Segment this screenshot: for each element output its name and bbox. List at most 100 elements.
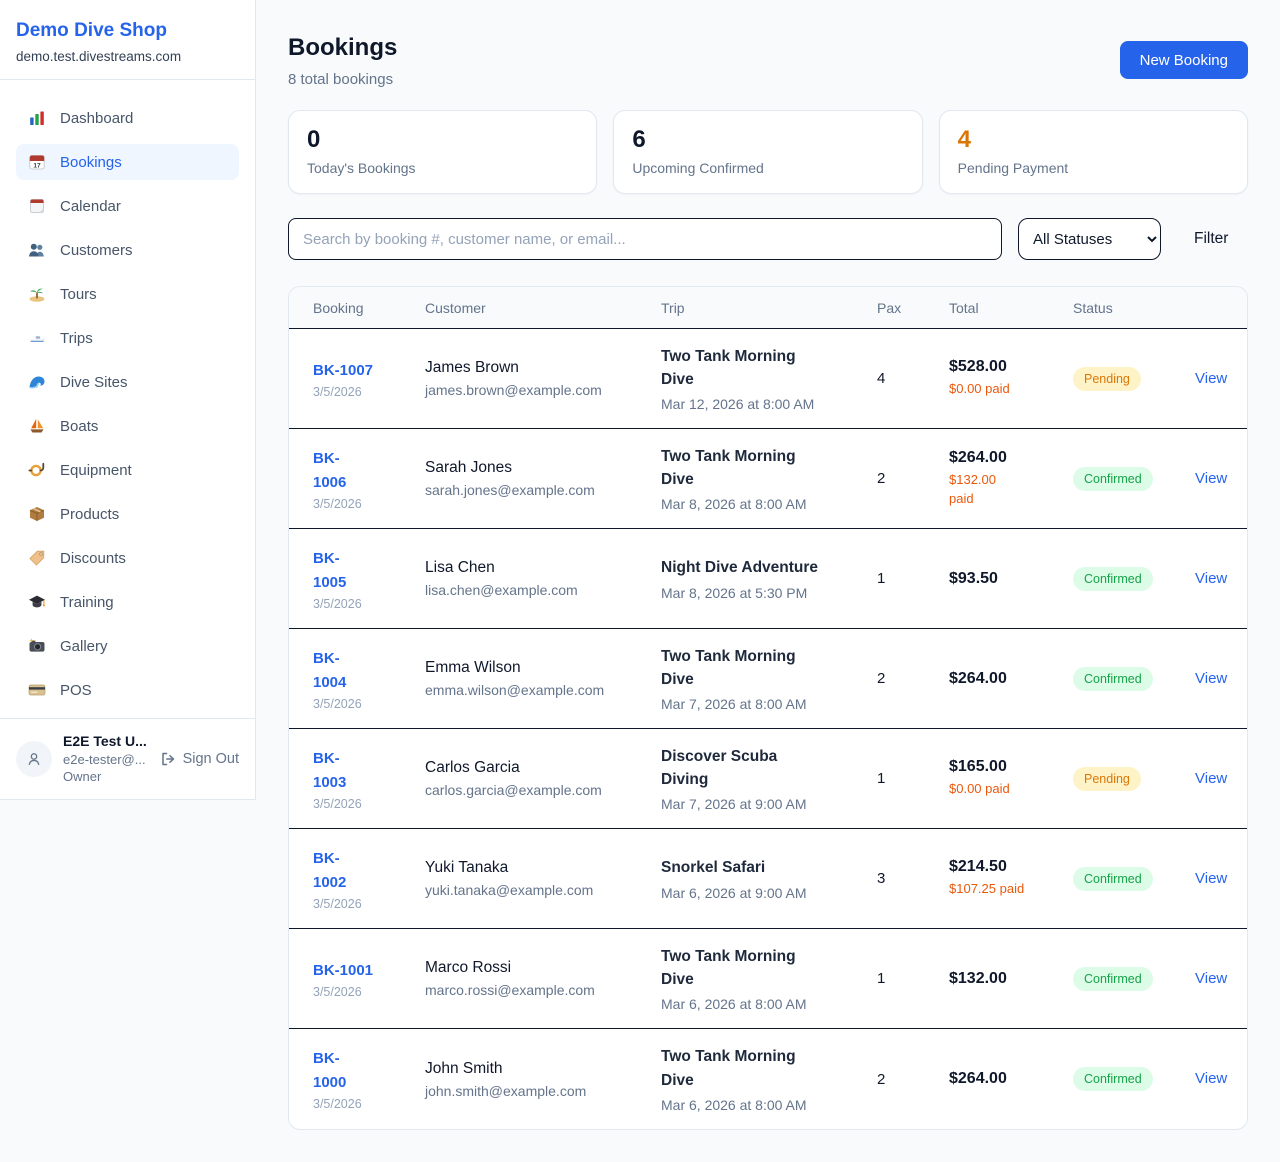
view-link[interactable]: View [1195, 369, 1228, 387]
search-input[interactable] [288, 218, 1002, 260]
booking-date: 3/5/2026 [313, 496, 362, 511]
sign-out-button[interactable]: Sign Out [159, 750, 239, 768]
calendar-icon [28, 197, 46, 215]
view-link[interactable]: View [1195, 1070, 1228, 1087]
column-header: Booking [313, 299, 364, 316]
view-cell: View [1195, 870, 1231, 888]
view-link[interactable]: View [1195, 969, 1228, 987]
sidebar-item-pos[interactable]: POS [16, 672, 239, 708]
trip-datetime: Mar 8, 2026 at 8:00 AM [661, 496, 807, 513]
svg-text:17: 17 [33, 163, 41, 170]
trip-datetime: Mar 6, 2026 at 8:00 AM [661, 1096, 807, 1113]
sidebar-item-boats[interactable]: Boats [16, 408, 239, 444]
sidebar-item-label: Equipment [60, 461, 132, 479]
user-email: e2e-tester@... [63, 751, 146, 767]
page-subtitle: 8 total bookings [288, 71, 394, 88]
booking-cell: BK- 1006 3/5/2026 [313, 447, 425, 511]
status-cell: Pending [1073, 366, 1195, 391]
total-amount: $132.00 [949, 969, 1007, 987]
trip-cell: Snorkel Safari Mar 6, 2026 at 9:00 AM [661, 856, 877, 900]
status-cell: Confirmed [1073, 966, 1195, 991]
pax-value: 2 [877, 670, 886, 687]
bookings-table: Booking Customer Trip Pax Total Status BK-100… [288, 286, 1248, 1130]
view-link[interactable]: View [1195, 569, 1228, 587]
sidebar-item-customers[interactable]: Customers [16, 232, 239, 268]
sidebar-item-gallery[interactable]: Gallery [16, 628, 239, 664]
total-cell: $264.00 [949, 670, 1073, 688]
user-box: E2E Test U... e2e-tester@... Owner Sign … [0, 718, 255, 799]
sidebar-item-dive-sites[interactable]: Dive Sites [16, 364, 239, 400]
sign-out-icon [159, 750, 177, 768]
trip-datetime: Mar 8, 2026 at 5:30 PM [661, 584, 808, 601]
column-header: Total [949, 299, 979, 316]
stat-value: 0 [307, 126, 321, 153]
trip-cell: Discover Scuba Diving Mar 7, 2026 at 9:00… [661, 745, 877, 813]
sidebar-item-label: POS [60, 681, 92, 699]
customer-name: Sarah Jones [425, 459, 513, 476]
main-content: Bookings 8 total bookings New Booking 0 T… [256, 0, 1280, 1130]
customer-cell: James Brown james.brown@example.com [425, 359, 661, 398]
view-link[interactable]: View [1195, 469, 1228, 487]
view-link[interactable]: View [1195, 669, 1228, 687]
booking-link[interactable]: BK- 1006 [313, 449, 347, 491]
status-badge: Confirmed [1073, 866, 1153, 891]
user-meta: E2E Test U... e2e-tester@... Owner [63, 732, 147, 786]
status-cell: Confirmed [1073, 566, 1195, 591]
avatar [16, 741, 52, 777]
column-header: Pax [877, 299, 902, 316]
trip-cell: Two Tank Morning Dive Mar 6, 2026 at 8:00… [661, 1045, 877, 1113]
pax-value: 3 [877, 870, 886, 887]
view-link[interactable]: View [1195, 869, 1228, 887]
booking-cell: BK-1007 3/5/2026 [313, 359, 425, 399]
sidebar-item-trips[interactable]: Trips [16, 320, 239, 356]
sidebar-item-products[interactable]: Products [16, 496, 239, 532]
view-cell: View [1195, 770, 1231, 788]
view-cell: View [1195, 1070, 1231, 1088]
user-name: E2E Test U... [63, 733, 147, 750]
sidebar-item-label: Gallery [60, 637, 108, 655]
shop-name: Demo Dive Shop [16, 20, 167, 41]
sidebar-item-discounts[interactable]: Discounts [16, 540, 239, 576]
pax-value: 2 [877, 1070, 886, 1088]
customer-email: carlos.garcia@example.com [425, 782, 602, 798]
camera-icon [28, 637, 46, 655]
sidebar-item-tours[interactable]: Tours [16, 276, 239, 312]
booking-link[interactable]: BK- 1003 [313, 749, 347, 791]
view-cell: View [1195, 970, 1231, 988]
total-cell: $528.00 $0.00 paid [949, 358, 1073, 399]
customer-cell: Carlos Garcia carlos.garcia@example.com [425, 759, 661, 798]
stat-value: 4 [957, 126, 972, 153]
booking-link[interactable]: BK- 1000 [313, 1050, 347, 1091]
booking-link[interactable]: BK- 1005 [313, 549, 347, 591]
total-cell: $132.00 [949, 970, 1073, 988]
customer-email: john.smith@example.com [425, 1082, 587, 1099]
stat-label: Today's Bookings [307, 160, 416, 176]
sidebar-item-calendar[interactable]: Calendar [16, 188, 239, 224]
filter-button[interactable]: Filter [1194, 230, 1229, 247]
booking-link[interactable]: BK- 1002 [313, 849, 347, 891]
total-amount: $264.00 [949, 669, 1007, 687]
booking-link[interactable]: BK-1007 [313, 361, 374, 379]
booking-link[interactable]: BK- 1004 [313, 649, 347, 691]
customer-name: Emma Wilson [425, 659, 521, 676]
column-header: Trip [661, 299, 685, 316]
table-row: BK- 1006 3/5/2026 Sarah Jones sarah.jones@ex… [289, 429, 1247, 529]
table-body: BK-1007 3/5/2026 James Brown james.brown@ex… [289, 329, 1247, 1129]
status-cell: Confirmed [1073, 866, 1195, 891]
sidebar-item-equipment[interactable]: Equipment [16, 452, 239, 488]
sidebar-item-label: Calendar [60, 197, 121, 215]
sidebar-item-dashboard[interactable]: Dashboard [16, 100, 239, 136]
new-booking-button[interactable]: New Booking [1119, 41, 1248, 79]
stat-card: 6 Upcoming Confirmed [613, 110, 923, 194]
sidebar-item-bookings[interactable]: 17 Bookings [16, 144, 239, 180]
pax-value: 2 [877, 470, 886, 487]
status-badge: Pending [1073, 766, 1141, 791]
booking-link[interactable]: BK-1001 [313, 961, 374, 979]
booking-date: 3/5/2026 [313, 1097, 362, 1111]
status-filter-select[interactable]: All Statuses [1018, 218, 1161, 260]
paid-amount: $0.00 paid [949, 381, 1010, 397]
stats-row: 0 Today's Bookings 6 Upcoming Confirmed 4 Pen… [288, 110, 1248, 194]
view-link[interactable]: View [1195, 769, 1228, 787]
sidebar-item-training[interactable]: Training [16, 584, 239, 620]
trip-name: Two Tank Morning Dive [661, 947, 796, 988]
